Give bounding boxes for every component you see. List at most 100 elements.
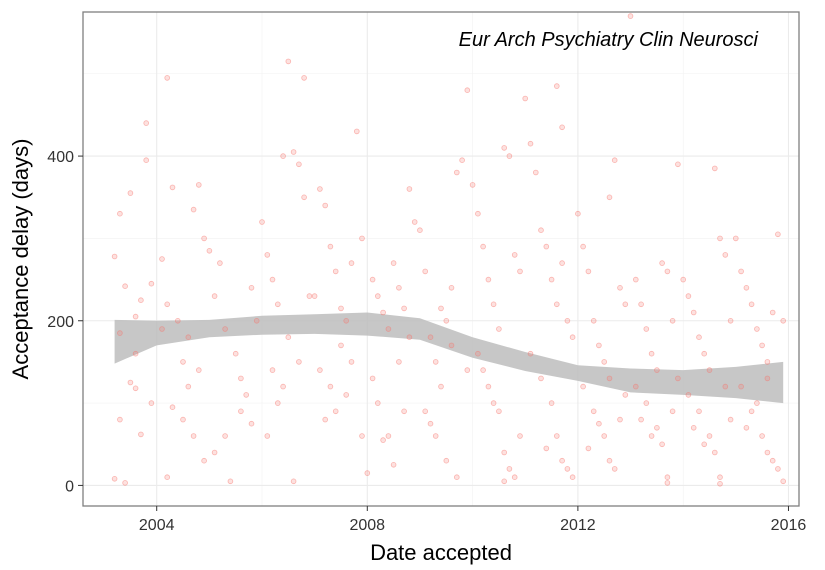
data-point [143,157,150,164]
data-point [748,301,755,308]
data-point [164,474,171,481]
data-point [527,350,534,357]
data-point [764,375,771,382]
data-point [290,149,297,155]
data-point [374,400,381,406]
data-point [648,433,655,439]
data-point [475,210,481,217]
data-point [138,297,144,304]
data-point [453,474,460,481]
data-point [390,260,397,266]
data-point [717,480,723,487]
data-point [348,359,355,365]
data-point [438,305,444,312]
data-point [601,433,607,439]
data-point [654,367,660,373]
data-point [759,342,765,349]
data-point [180,359,186,365]
data-point [669,408,676,415]
data-point [259,219,265,225]
data-point [117,210,123,217]
data-point [343,392,350,398]
data-point [280,383,286,390]
data-point [517,433,523,439]
data-point [385,433,392,439]
data-point [338,305,344,312]
data-point [396,359,402,365]
data-point [369,375,376,382]
data-point [343,317,350,324]
data-point [643,326,650,332]
data-point [406,186,413,192]
data-point [769,309,776,316]
data-point [190,433,197,439]
data-point [201,235,207,242]
data-point [269,276,276,283]
data-point [706,433,713,439]
grid-lines [83,12,799,506]
data-point [248,420,255,427]
data-point [374,293,381,299]
data-point [627,13,634,19]
data-point [164,301,171,308]
data-point [743,284,750,291]
data-point [111,253,118,260]
data-point [675,161,681,168]
data-point [654,424,660,431]
data-point [490,400,497,406]
data-point [590,408,597,415]
data-point [732,235,739,242]
data-point [717,474,723,481]
data-point [122,283,128,290]
data-point [559,260,565,266]
data-point [648,350,655,357]
data-point [222,433,228,439]
data-point [301,194,307,201]
data-point [396,284,402,291]
data-point [638,416,644,423]
x-tick-label: 2012 [560,517,596,534]
data-point [527,140,534,147]
data-point [722,252,729,258]
data-point [117,330,123,336]
data-point [148,400,155,406]
data-point [438,383,444,390]
data-point [380,437,386,443]
data-point [548,400,555,406]
data-point [406,334,413,341]
data-point [317,367,323,373]
data-point [485,276,492,283]
data-point [338,342,344,349]
data-point [364,470,371,476]
data-point [632,383,639,390]
data-point [159,256,165,262]
data-point [617,416,623,423]
data-point [638,301,644,308]
data-point [211,293,218,299]
data-point [680,276,686,283]
data-point [211,449,218,456]
data-point [222,326,228,332]
data-point [227,478,234,485]
data-point [606,375,613,382]
data-point [232,350,239,357]
x-tick-label: 2004 [139,517,175,534]
data-point [764,449,771,456]
data-point [690,309,697,316]
data-point [185,383,192,390]
data-point [685,293,692,299]
data-point [332,408,339,415]
data-point [196,367,202,373]
data-point [775,466,781,472]
data-point [780,478,786,485]
data-point [332,268,339,275]
data-point [764,359,771,365]
data-point [401,305,407,312]
data-point [780,317,786,324]
data-point [569,334,576,341]
data-point [475,350,481,357]
data-point [711,449,718,456]
data-point [296,161,302,168]
data-point [727,317,734,324]
